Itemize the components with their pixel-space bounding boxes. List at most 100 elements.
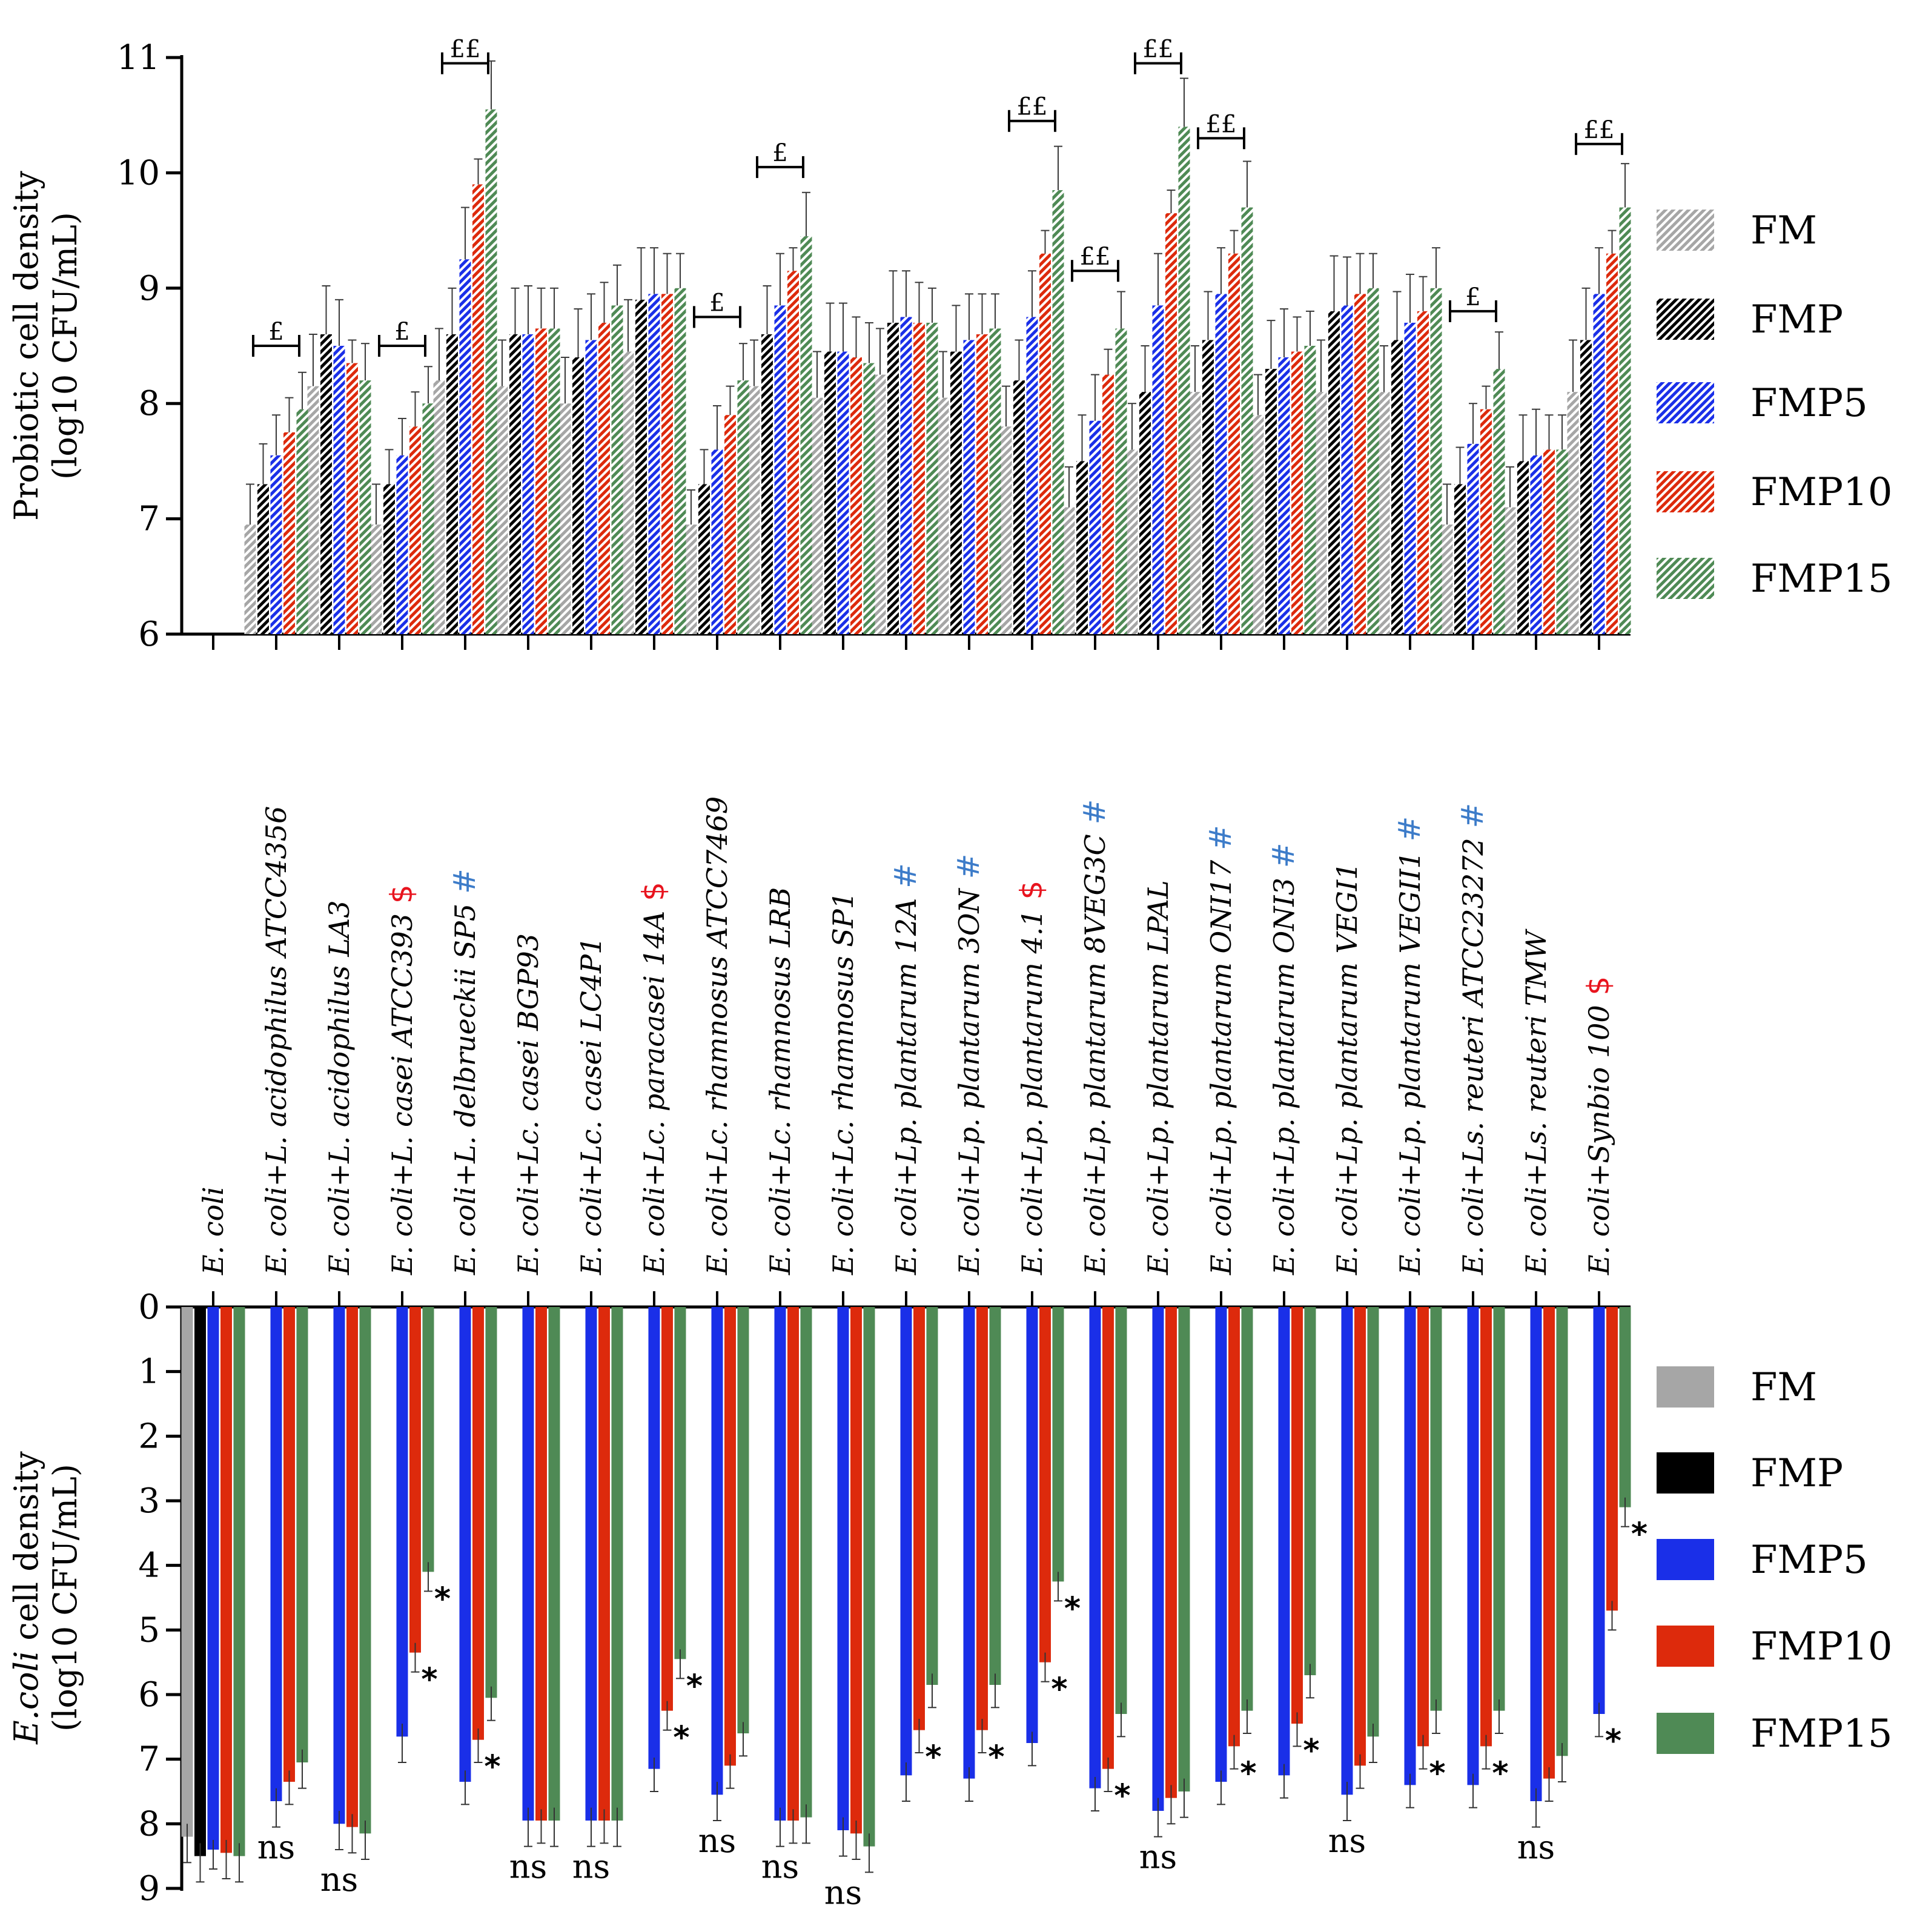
bar-fmp10 [787,271,799,634]
category-label: E. coli+Lc. rhamnosus SP1 [827,892,859,1275]
bar-fmp15 [926,322,938,634]
bar-fm [181,1307,193,1837]
significance-star: * [434,1581,451,1617]
legend-swatch-fmp10 [1657,1626,1714,1667]
bar-fmp [824,351,836,634]
significance-star: * [988,1739,1004,1776]
legend-swatch-fmp [1657,299,1714,340]
bar-fmp10 [1039,1307,1051,1662]
category-label: E. coli+Lp. plantarum 3ON # [951,854,986,1276]
sig-label: £ [1465,283,1480,311]
bar-fm [811,397,823,634]
bar-fmp10 [1228,253,1240,634]
y-tick-label: 8 [138,384,160,423]
sig-label: ££ [1017,93,1048,121]
significance-star: * [1114,1778,1130,1815]
bar-fmp5 [1026,317,1038,634]
legend-label: FMP10 [1750,1624,1892,1669]
bar-fmp15 [233,1307,245,1856]
bar-fmp10 [850,357,862,634]
category-label: E. coli+Lp. plantarum VEGI1 [1331,862,1363,1275]
bar-fmp15 [611,1307,623,1821]
bar-fmp10 [1291,351,1303,634]
y-tick-label: 7 [138,1740,160,1779]
bar-fmp15 [422,403,434,634]
bar-fmp [635,299,647,635]
bar-fmp10 [472,1307,484,1740]
bar-fmp10 [976,1307,988,1730]
bar-fmp10 [535,328,547,634]
bar-fmp15 [674,288,686,634]
bar-fmp10 [850,1307,862,1834]
ns-label: ns [257,1828,296,1867]
ns-label: ns [824,1873,863,1911]
bar-fm [1063,507,1075,634]
legend-label: FMP15 [1750,557,1892,601]
bar-fmp15 [674,1307,686,1659]
bar-fmp [446,334,458,634]
bar-fmp10 [598,1307,610,1821]
bar-fmp15 [1241,1307,1253,1711]
bar-fmp15 [548,328,560,634]
bar-fmp [698,484,710,634]
bar-fmp5 [648,1307,660,1769]
sig-label: ££ [450,36,481,64]
bar-fmp10 [1606,253,1618,634]
bar-fmp5 [1467,443,1479,634]
bar-fmp5 [1530,1307,1542,1801]
bar-fmp15 [359,1307,371,1834]
y-axis-title: E.coli cell density(log10 CFU/mL) [7,1451,84,1745]
bar-fmp15 [1367,1307,1379,1737]
bar-fmp5 [459,1307,471,1782]
bar-fmp10 [661,294,673,634]
bar-fmp5 [1278,1307,1290,1776]
bar-fmp15 [800,1307,812,1818]
bar-fm [370,524,382,634]
bar-fm [307,386,319,634]
bar-fmp15 [1430,288,1442,634]
bar-fmp15 [1052,190,1064,635]
category-label: E. coli+Lp. plantarum 8VEG3C # [1077,799,1112,1275]
bar-fmp15 [863,1307,875,1847]
bar-fmp5 [396,1307,408,1737]
bar-fm [685,524,697,634]
bar-fmp10 [1354,294,1366,634]
category-label: E. coli+L. acidophilus ATCC4356 [260,806,293,1275]
bar-fmp5 [1278,357,1290,634]
legend-swatch-fm [1657,1366,1714,1408]
bar-fmp10 [1165,1307,1177,1798]
bar-fmp10 [535,1307,547,1821]
bar-fmp10 [1291,1307,1303,1724]
bar-fm [1378,392,1390,634]
significance-star: * [1605,1723,1621,1759]
significance-star: * [1492,1755,1508,1791]
bar-fmp5 [900,1307,912,1776]
bar-fm [1126,449,1138,634]
bar-fmp15 [989,1307,1001,1685]
bar-fmp [320,334,332,634]
category-label: E. coli+Ls. reuteri ATCC23272 # [1455,803,1490,1275]
legend-label: FMP5 [1750,381,1868,426]
bar-fmp10 [1606,1307,1618,1611]
bar-fmp15 [1619,207,1631,634]
significance-star: * [1064,1590,1081,1627]
bar-fmp15 [1304,346,1316,634]
legend-label: FMP15 [1750,1712,1892,1756]
category-labels: E. coli E. coli+L. acidophilus ATCC4356 E.… [197,796,1616,1275]
bar-fm [1189,392,1201,634]
bar-fmp15 [611,305,623,634]
sig-label: ££ [1206,110,1237,138]
bar-fmp15 [989,328,1001,634]
bar-fmp5 [1089,1307,1101,1788]
bar-fmp5 [333,346,345,634]
category-label: E. coli [197,1186,230,1275]
bar-fmp15 [296,1307,308,1762]
bar-fmp [1517,461,1529,634]
bar-fmp10 [220,1307,232,1853]
bar-fmp5 [270,455,282,634]
bar-fmp15 [737,1307,749,1733]
bar-fmp10 [1102,1307,1114,1769]
bar-fmp15 [1493,369,1505,634]
y-tick-label: 7 [138,500,160,539]
